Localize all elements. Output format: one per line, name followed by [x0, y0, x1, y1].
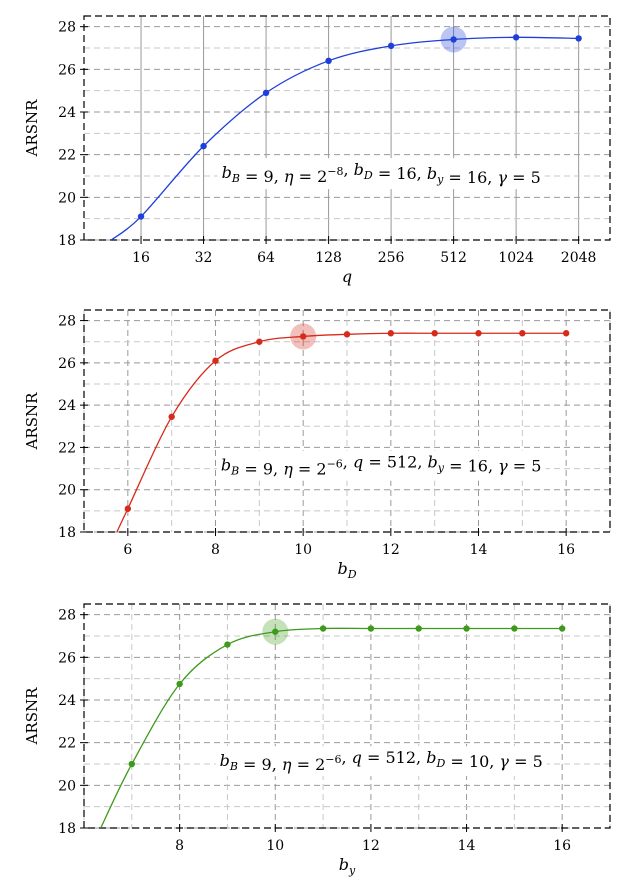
- x-tick-label: 1024: [498, 250, 534, 266]
- x-tick-label: 10: [294, 542, 312, 558]
- data-point: [176, 680, 183, 688]
- annotation: bB = 9, η = 2−6, q = 512, by = 16, γ = 5: [221, 453, 542, 479]
- data-point: [325, 57, 332, 64]
- chart-panel-3: 18 20 22 24 26 28 8 10 12 14 16 ARSNR by bB = 9, η = …: [23, 603, 611, 877]
- data-point: [299, 333, 307, 340]
- x-tick-label: 8: [175, 838, 184, 854]
- x-tick-label: 12: [362, 838, 380, 854]
- y-tick-label: 20: [58, 483, 76, 499]
- x-axis-title: q: [342, 267, 352, 286]
- data-point: [343, 331, 351, 338]
- x-tick-label: 16: [132, 250, 150, 266]
- data-point: [463, 625, 470, 632]
- y-tick-label: 24: [58, 398, 76, 414]
- data-point: [475, 330, 482, 337]
- y-tick-label: 24: [58, 693, 76, 709]
- data-point: [128, 760, 136, 768]
- chart-panel-2: 18 20 22 24 26 28 6 8 10 12 14 16 ARSNR bD bB = 9, η =…: [23, 309, 611, 581]
- data-point: [387, 42, 395, 50]
- data-point: [200, 142, 207, 150]
- y-tick-label: 20: [58, 190, 76, 206]
- data-point: [431, 330, 438, 337]
- data-point: [512, 34, 520, 41]
- y-tick-label: 18: [58, 525, 76, 541]
- data-point: [124, 505, 132, 512]
- data-point: [519, 330, 526, 337]
- y-tick-label: 18: [58, 233, 76, 249]
- x-axis-title: bD: [337, 559, 356, 581]
- data-point: [367, 625, 375, 632]
- data-point: [450, 36, 457, 43]
- data-point: [256, 338, 263, 345]
- chart-panel-1: 18 20 22 24 26 28 16 32 64 128 256 512 1024 2048 ARSNR…: [23, 15, 611, 286]
- x-tick-label: 6: [123, 542, 132, 558]
- x-tick-label: 2048: [561, 250, 597, 266]
- series-line: [110, 36, 579, 241]
- data-point: [558, 625, 566, 632]
- data-point: [415, 625, 422, 632]
- data-point: [387, 330, 395, 337]
- y-tick-label: 20: [58, 778, 76, 794]
- y-tick-label: 26: [58, 356, 76, 372]
- y-tick-label: 22: [58, 736, 76, 752]
- series-line: [100, 627, 563, 829]
- annotation-background: [215, 746, 547, 777]
- plot-frame: [83, 15, 611, 241]
- annotation: bB = 9, η = 2−6, q = 512, bD = 10, γ = 5: [220, 748, 543, 774]
- data-point: [137, 213, 145, 220]
- x-tick-label: 512: [440, 250, 467, 266]
- x-tick-label: 8: [211, 542, 220, 558]
- annotation-background: [216, 450, 546, 481]
- data-point: [168, 413, 175, 420]
- x-tick-label: 14: [470, 542, 488, 558]
- data-point: [319, 625, 327, 632]
- data-point: [511, 625, 518, 632]
- x-tick-label: 128: [315, 250, 342, 266]
- data-point: [272, 628, 279, 635]
- data-point: [562, 330, 570, 337]
- y-tick-label: 22: [58, 440, 76, 456]
- y-tick-label: 28: [58, 608, 76, 624]
- y-axis-title: ARSNR: [23, 392, 41, 451]
- data-point: [575, 35, 582, 42]
- y-tick-label: 26: [58, 650, 76, 666]
- data-point: [212, 357, 219, 364]
- y-tick-label: 18: [58, 821, 76, 837]
- y-axis-title: ARSNR: [23, 687, 41, 746]
- x-tick-label: 64: [257, 250, 275, 266]
- y-tick-label: 26: [58, 62, 76, 78]
- x-tick-label: 256: [378, 250, 405, 266]
- y-tick-label: 24: [58, 105, 76, 121]
- x-tick-label: 10: [266, 838, 284, 854]
- y-tick-label: 28: [58, 20, 76, 36]
- plot-frame: [83, 603, 611, 829]
- annotation-background: [217, 158, 545, 190]
- y-tick-label: 22: [58, 148, 76, 164]
- data-point: [224, 641, 231, 648]
- x-tick-label: 12: [382, 542, 400, 558]
- x-axis-title: by: [339, 855, 356, 877]
- y-tick-label: 28: [58, 314, 76, 330]
- x-tick-label: 16: [557, 542, 575, 558]
- x-tick-label: 14: [458, 838, 476, 854]
- y-axis-title: ARSNR: [23, 99, 41, 158]
- data-point: [262, 89, 270, 97]
- annotation: bB = 9, η = 2−8, bD = 16, by = 16, γ = 5: [222, 160, 541, 187]
- x-tick-label: 32: [195, 250, 213, 266]
- x-tick-label: 16: [553, 838, 571, 854]
